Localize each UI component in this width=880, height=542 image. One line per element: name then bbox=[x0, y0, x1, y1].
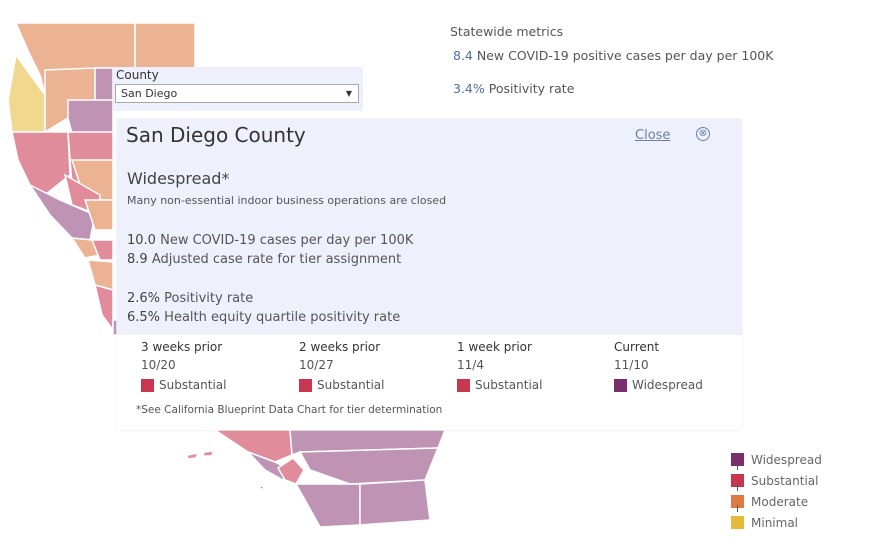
county-shape bbox=[294, 483, 361, 528]
history-date: 11/10 bbox=[614, 358, 649, 372]
legend-item-substantial[interactable]: Substantial bbox=[731, 470, 822, 491]
history-column: 3 weeks prior 10/20 Substantial bbox=[141, 339, 226, 393]
county-shape bbox=[90, 239, 114, 261]
metric-row: 6.5% Health equity quartile positivity r… bbox=[127, 308, 400, 327]
county-select-value: San Diego bbox=[121, 87, 178, 100]
metric-row: 2.6% Positivity rate bbox=[127, 289, 400, 308]
metric-label: New COVID-19 cases per day per 100K bbox=[160, 233, 414, 248]
legend-label: Widespread bbox=[751, 452, 822, 467]
statewide-positivity-value: 3.4% bbox=[453, 81, 485, 96]
tier-description: Many non-essential indoor business opera… bbox=[127, 194, 447, 207]
statewide-title: Statewide metrics bbox=[450, 24, 564, 39]
statewide-positivity-metric: 3.4% Positivity rate bbox=[453, 81, 773, 96]
tier-history: 3 weeks prior 10/20 Substantial 2 weeks … bbox=[141, 339, 731, 399]
statewide-metrics: Statewide metrics 8.4 New COVID-19 posit… bbox=[450, 24, 773, 96]
metric-label: Positivity rate bbox=[164, 291, 254, 306]
tier-legend: Widespread Substantial Moderate Minimal bbox=[731, 449, 822, 533]
metric-label: Health equity quartile positivity rate bbox=[164, 310, 401, 325]
tier-swatch bbox=[141, 378, 154, 392]
case-metrics: 10.0 New COVID-19 cases per day per 100K… bbox=[127, 231, 413, 269]
close-link[interactable]: Close bbox=[635, 128, 671, 143]
history-date: 10/27 bbox=[299, 358, 334, 372]
history-date: 11/4 bbox=[457, 358, 484, 372]
legend-connector bbox=[737, 484, 738, 491]
history-tier: Substantial bbox=[299, 377, 384, 393]
county-shape bbox=[359, 479, 431, 526]
county-summary: San Diego County Close ⊗ Widespread* Man… bbox=[117, 119, 742, 335]
legend-swatch bbox=[731, 453, 744, 466]
county-shape bbox=[134, 22, 196, 69]
statewide-positivity-label: Positivity rate bbox=[488, 81, 575, 96]
legend-swatch bbox=[731, 516, 744, 529]
metric-value: 2.6% bbox=[127, 291, 161, 306]
dropdown-arrow-icon[interactable]: ▼ bbox=[345, 89, 352, 98]
island-shape bbox=[202, 450, 214, 457]
legend-label: Minimal bbox=[751, 515, 799, 530]
metric-row: 8.9 Adjusted case rate for tier assignme… bbox=[127, 250, 413, 269]
close-circle-icon[interactable]: ⊗ bbox=[696, 127, 710, 141]
history-column: 1 week prior 11/4 Substantial bbox=[457, 339, 542, 393]
history-heading: 1 week prior bbox=[457, 340, 532, 354]
island-shape bbox=[255, 483, 266, 492]
history-heading: 2 weeks prior bbox=[299, 340, 381, 354]
tier-footnote: *See California Blueprint Data Chart for… bbox=[136, 404, 443, 416]
metric-value: 10.0 bbox=[127, 233, 156, 248]
county-shape bbox=[11, 131, 71, 196]
metric-value: 8.9 bbox=[127, 252, 148, 267]
legend-connector bbox=[737, 505, 738, 512]
history-tier: Substantial bbox=[141, 377, 226, 393]
legend-item-widespread[interactable]: Widespread bbox=[731, 449, 822, 470]
metric-label: Adjusted case rate for tier assignment bbox=[151, 252, 402, 267]
county-shape bbox=[93, 283, 114, 333]
current-tier-name: Widespread* bbox=[127, 169, 230, 188]
legend-swatch bbox=[731, 495, 744, 508]
history-tier-label: Widespread bbox=[632, 378, 703, 392]
history-tier-label: Substantial bbox=[159, 378, 227, 392]
tier-swatch bbox=[299, 378, 312, 392]
history-tier: Widespread bbox=[614, 377, 703, 393]
island-shape bbox=[254, 507, 262, 515]
tier-swatch bbox=[614, 378, 627, 392]
county-detail-panel: San Diego County Close ⊗ Widespread* Man… bbox=[117, 119, 742, 430]
county-filter-label: County bbox=[116, 68, 159, 82]
county-shape bbox=[83, 199, 114, 231]
history-tier: Substantial bbox=[457, 377, 542, 393]
legend-item-minimal[interactable]: Minimal bbox=[731, 512, 822, 533]
metric-value: 6.5% bbox=[127, 310, 161, 325]
county-shape bbox=[86, 259, 114, 291]
county-shape bbox=[276, 457, 305, 485]
statewide-cases-value: 8.4 bbox=[453, 48, 473, 63]
legend-label: Moderate bbox=[751, 494, 809, 509]
county-title: San Diego County bbox=[126, 123, 306, 147]
metric-row: 10.0 New COVID-19 cases per day per 100K bbox=[127, 231, 413, 250]
county-shape bbox=[212, 429, 293, 463]
legend-item-moderate[interactable]: Moderate bbox=[731, 491, 822, 512]
history-heading: 3 weeks prior bbox=[141, 340, 223, 354]
county-select[interactable]: San Diego ▼ bbox=[115, 84, 359, 103]
history-column: Current 11/10 Widespread bbox=[614, 339, 703, 393]
statewide-cases-metric: 8.4 New COVID-19 positive cases per day … bbox=[453, 48, 773, 63]
history-tier-label: Substantial bbox=[475, 378, 543, 392]
legend-connector bbox=[737, 463, 738, 470]
history-column: 2 weeks prior 10/27 Substantial bbox=[299, 339, 384, 393]
statewide-cases-label: New COVID-19 positive cases per day per … bbox=[476, 48, 774, 63]
tier-swatch bbox=[457, 378, 470, 392]
legend-label: Substantial bbox=[751, 473, 819, 488]
county-shape bbox=[298, 447, 440, 485]
history-heading: Current bbox=[614, 340, 660, 354]
history-tier-label: Substantial bbox=[317, 378, 385, 392]
county-filter: County San Diego ▼ bbox=[113, 67, 363, 111]
history-date: 10/20 bbox=[141, 358, 176, 372]
island-shape bbox=[186, 451, 200, 460]
positivity-metrics: 2.6% Positivity rate 6.5% Health equity … bbox=[127, 289, 400, 327]
legend-swatch bbox=[731, 474, 744, 487]
